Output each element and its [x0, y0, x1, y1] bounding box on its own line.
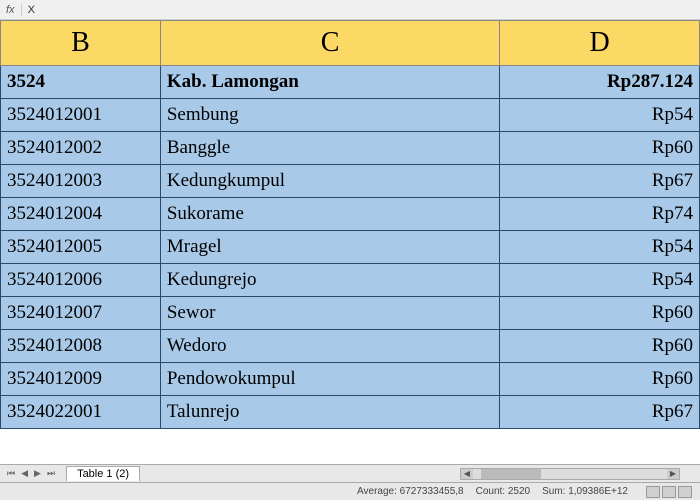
cell[interactable]: Talunrejo [160, 396, 499, 429]
scroll-thumb[interactable] [481, 469, 541, 479]
tab-first-icon[interactable]: ⏮ [4, 468, 18, 479]
cell[interactable]: 3524012001 [1, 99, 161, 132]
cell[interactable]: Rp54 [500, 99, 700, 132]
cell[interactable]: Wedoro [160, 330, 499, 363]
table-row[interactable]: 3524 Kab. Lamongan Rp287.124 [1, 66, 700, 99]
data-table: B C D 3524 Kab. Lamongan Rp287.124 35240… [0, 20, 700, 429]
fx-label[interactable]: fx [0, 4, 22, 16]
table-row[interactable]: 3524012004SukorameRp74 [1, 198, 700, 231]
cell[interactable]: 3524012006 [1, 264, 161, 297]
formula-bar: fx X [0, 0, 700, 20]
cell[interactable]: Sewor [160, 297, 499, 330]
col-header-C[interactable]: C [160, 21, 499, 66]
cell[interactable]: Rp67 [500, 165, 700, 198]
scroll-right-icon[interactable]: ▶ [667, 469, 679, 479]
cell[interactable]: 3524012007 [1, 297, 161, 330]
table-row[interactable]: 3524012007SeworRp60 [1, 297, 700, 330]
view-break-icon[interactable] [678, 486, 692, 498]
status-sum: Sum: 1,09386E+12 [542, 486, 628, 497]
cell[interactable]: Pendowokumpul [160, 363, 499, 396]
sheet-tab[interactable]: Table 1 (2) [66, 466, 140, 481]
table-row[interactable]: 3524012005MragelRp54 [1, 231, 700, 264]
cell[interactable]: Sukorame [160, 198, 499, 231]
column-headers: B C D [1, 21, 700, 66]
table-row[interactable]: 3524012003KedungkumpulRp67 [1, 165, 700, 198]
table-row[interactable]: 3524012008WedoroRp60 [1, 330, 700, 363]
status-count: Count: 2520 [476, 486, 531, 497]
cell[interactable]: 3524012005 [1, 231, 161, 264]
col-header-D[interactable]: D [500, 21, 700, 66]
cell[interactable]: Rp287.124 [500, 66, 700, 99]
view-normal-icon[interactable] [646, 486, 660, 498]
cell[interactable]: Kab. Lamongan [160, 66, 499, 99]
tab-next-icon[interactable]: ▶ [31, 468, 44, 479]
cell[interactable]: 3524022001 [1, 396, 161, 429]
cell[interactable]: Kedungrejo [160, 264, 499, 297]
tab-last-icon[interactable]: ⏭ [44, 468, 58, 479]
cell[interactable]: Rp60 [500, 132, 700, 165]
formula-input[interactable]: X [22, 4, 700, 16]
cell[interactable]: Rp60 [500, 330, 700, 363]
cell[interactable]: 3524012009 [1, 363, 161, 396]
table-row[interactable]: 3524012006KedungrejoRp54 [1, 264, 700, 297]
cell[interactable]: Rp74 [500, 198, 700, 231]
cell[interactable]: 3524012002 [1, 132, 161, 165]
spreadsheet-grid: B C D 3524 Kab. Lamongan Rp287.124 35240… [0, 20, 700, 429]
cell[interactable]: Rp54 [500, 264, 700, 297]
table-row[interactable]: 3524012001SembungRp54 [1, 99, 700, 132]
table-row[interactable]: 3524012002BanggleRp60 [1, 132, 700, 165]
cell[interactable]: Rp60 [500, 297, 700, 330]
cell[interactable]: Rp67 [500, 396, 700, 429]
view-buttons [646, 486, 692, 498]
cell[interactable]: 3524012004 [1, 198, 161, 231]
tab-prev-icon[interactable]: ◀ [18, 468, 31, 479]
status-bar: Average: 6727333455,8 Count: 2520 Sum: 1… [0, 482, 700, 500]
cell[interactable]: Rp54 [500, 231, 700, 264]
table-row[interactable]: 3524022001TalunrejoRp67 [1, 396, 700, 429]
cell[interactable]: Sembung [160, 99, 499, 132]
view-page-icon[interactable] [662, 486, 676, 498]
tab-nav: ⏮ ◀ ▶ ⏭ [0, 468, 62, 479]
horizontal-scrollbar[interactable]: ◀ ▶ [460, 468, 680, 480]
cell[interactable]: 3524012003 [1, 165, 161, 198]
sheet-tabs-bar: ⏮ ◀ ▶ ⏭ Table 1 (2) ◀ ▶ [0, 464, 700, 482]
cell[interactable]: Kedungkumpul [160, 165, 499, 198]
table-row[interactable]: 3524012009PendowokumpulRp60 [1, 363, 700, 396]
status-average: Average: 6727333455,8 [357, 486, 464, 497]
cell[interactable]: Banggle [160, 132, 499, 165]
cell[interactable]: Rp60 [500, 363, 700, 396]
cell[interactable]: 3524 [1, 66, 161, 99]
cell[interactable]: Mragel [160, 231, 499, 264]
col-header-B[interactable]: B [1, 21, 161, 66]
scroll-left-icon[interactable]: ◀ [461, 469, 473, 479]
cell[interactable]: 3524012008 [1, 330, 161, 363]
